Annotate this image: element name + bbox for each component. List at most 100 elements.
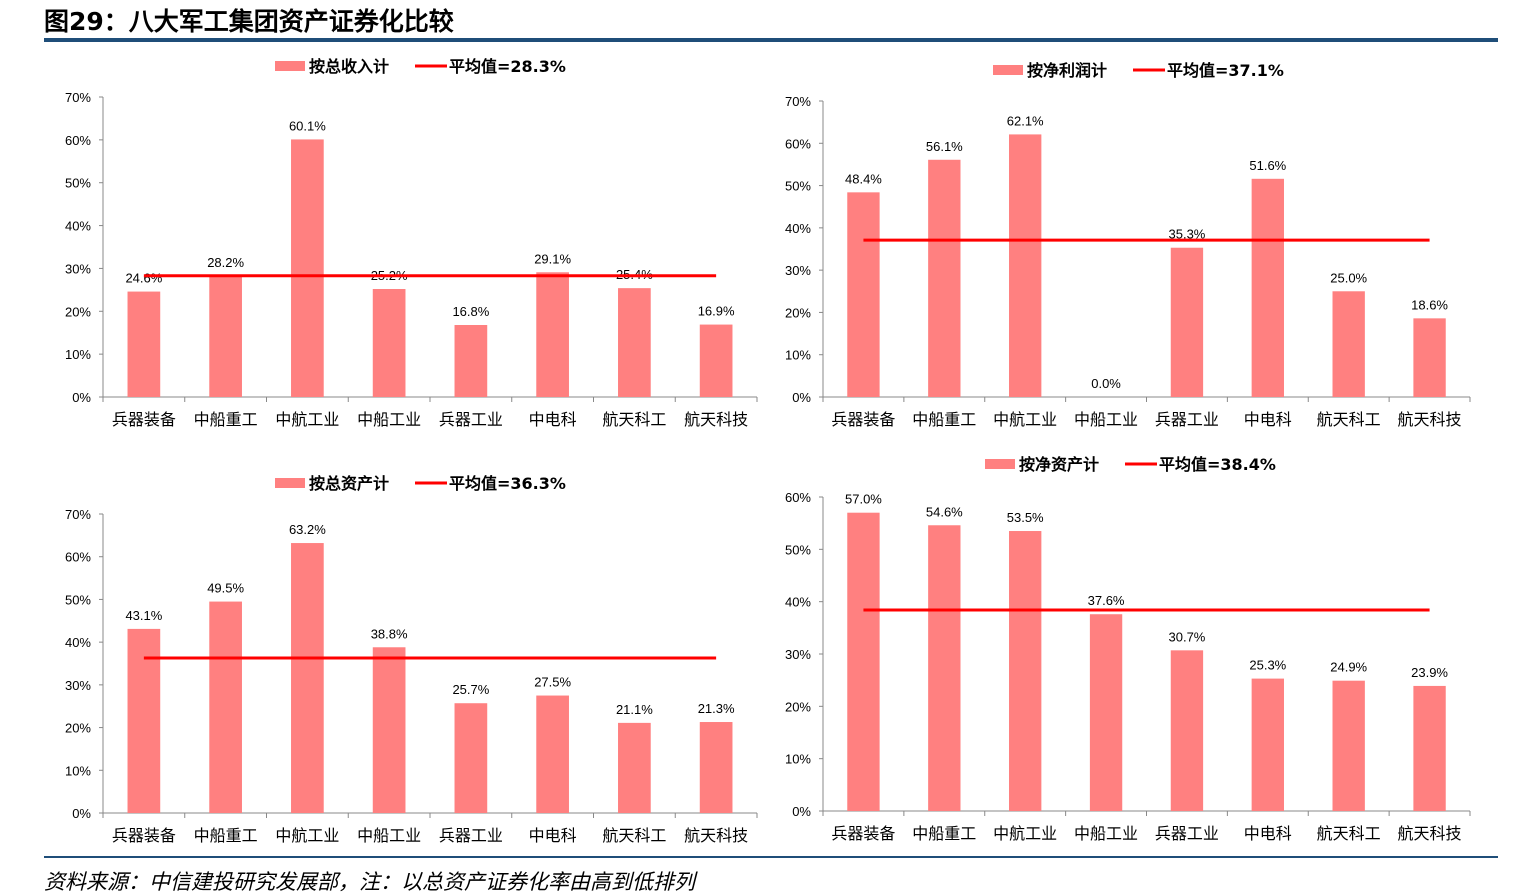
x-category-label: 中船工业 bbox=[357, 826, 421, 845]
legend-bar-label: 按净资产计 bbox=[1019, 455, 1099, 474]
y-tick-label: 50% bbox=[65, 176, 91, 191]
y-tick-label: 50% bbox=[785, 542, 811, 557]
bar bbox=[1332, 291, 1365, 397]
y-tick-label: 70% bbox=[65, 507, 91, 522]
bar bbox=[291, 543, 324, 813]
legend-line-label: 平均值=37.1% bbox=[1167, 61, 1284, 80]
x-category-label: 航天科工 bbox=[1317, 824, 1381, 843]
bar bbox=[536, 272, 569, 397]
y-tick-label: 10% bbox=[785, 752, 811, 767]
y-tick-label: 0% bbox=[792, 390, 811, 405]
x-category-label: 兵器工业 bbox=[1155, 410, 1219, 429]
y-tick-label: 20% bbox=[785, 305, 811, 320]
bar bbox=[1009, 134, 1042, 398]
x-category-label: 中船工业 bbox=[1074, 824, 1138, 843]
x-category-label: 中电科 bbox=[1244, 824, 1292, 843]
y-tick-label: 60% bbox=[785, 490, 811, 505]
x-category-label: 兵器工业 bbox=[439, 826, 503, 845]
data-label: 27.5% bbox=[534, 675, 571, 690]
x-category-label: 兵器工业 bbox=[439, 410, 503, 429]
y-tick-label: 20% bbox=[65, 721, 91, 736]
x-category-label: 中航工业 bbox=[993, 824, 1057, 843]
legend-line-label: 平均值=38.4% bbox=[1159, 455, 1276, 474]
bar bbox=[454, 325, 488, 397]
bar bbox=[1170, 650, 1204, 811]
bar bbox=[847, 512, 880, 811]
chart-1: 0% 10% 20% 30% 40% 50% 60% 70% 兵器装备 24.6% 中船重工 28.2… bbox=[65, 57, 758, 429]
bar bbox=[928, 159, 961, 397]
y-tick-label: 40% bbox=[65, 635, 91, 650]
x-category-label: 兵器装备 bbox=[112, 410, 176, 429]
x-category-label: 兵器工业 bbox=[1155, 824, 1219, 843]
bar bbox=[372, 289, 406, 397]
data-label: 43.1% bbox=[125, 608, 162, 623]
y-tick-label: 50% bbox=[785, 179, 811, 194]
data-label: 25.0% bbox=[1330, 270, 1367, 285]
bar bbox=[1089, 614, 1123, 811]
x-category-label: 中船重工 bbox=[194, 826, 258, 845]
legend-bar-swatch bbox=[275, 61, 305, 71]
y-tick-label: 60% bbox=[65, 550, 91, 565]
data-label: 51.6% bbox=[1249, 158, 1286, 173]
x-category-label: 航天科工 bbox=[1317, 410, 1381, 429]
legend-bar-swatch bbox=[985, 459, 1015, 469]
data-label: 35.3% bbox=[1169, 227, 1206, 242]
y-tick-label: 30% bbox=[65, 261, 91, 276]
data-label: 25.7% bbox=[452, 682, 489, 697]
x-category-label: 中航工业 bbox=[993, 410, 1057, 429]
data-label: 63.2% bbox=[289, 522, 326, 537]
bar bbox=[847, 192, 880, 397]
legend-bar-label: 按净利润计 bbox=[1027, 61, 1107, 80]
bar bbox=[1332, 680, 1365, 811]
data-label: 37.6% bbox=[1088, 593, 1125, 608]
y-tick-label: 10% bbox=[785, 348, 811, 363]
y-tick-label: 60% bbox=[65, 133, 91, 148]
chart-2: 0% 10% 20% 30% 40% 50% 60% 70% 兵器装备 48.4% 中船重工 56.1… bbox=[785, 61, 1471, 429]
bar bbox=[1009, 531, 1042, 811]
data-label: 62.1% bbox=[1007, 113, 1044, 128]
bar bbox=[928, 525, 961, 811]
y-tick-label: 70% bbox=[65, 90, 91, 105]
legend-bar-swatch bbox=[993, 65, 1023, 75]
y-tick-label: 60% bbox=[785, 136, 811, 151]
y-tick-label: 0% bbox=[72, 390, 91, 405]
data-label: 56.1% bbox=[926, 139, 963, 154]
bar bbox=[1251, 678, 1284, 811]
y-tick-label: 40% bbox=[785, 595, 811, 610]
x-category-label: 兵器装备 bbox=[831, 824, 895, 843]
legend-line-label: 平均值=36.3% bbox=[449, 474, 566, 493]
legend-bar-label: 按总收入计 bbox=[309, 57, 389, 76]
data-label: 48.4% bbox=[845, 171, 882, 186]
data-label: 24.9% bbox=[1330, 660, 1367, 675]
y-tick-label: 40% bbox=[65, 219, 91, 234]
data-label: 60.1% bbox=[289, 118, 326, 133]
legend-bar-label: 按总资产计 bbox=[309, 474, 389, 493]
bar bbox=[291, 139, 324, 397]
y-tick-label: 10% bbox=[65, 347, 91, 362]
y-tick-label: 20% bbox=[65, 304, 91, 319]
y-tick-label: 30% bbox=[785, 647, 811, 662]
bar bbox=[372, 647, 406, 813]
bar bbox=[127, 628, 161, 813]
x-category-label: 航天科技 bbox=[1398, 824, 1462, 843]
data-label: 16.9% bbox=[698, 304, 735, 319]
bar bbox=[618, 722, 651, 813]
x-category-label: 航天科技 bbox=[684, 826, 748, 845]
bar bbox=[699, 722, 733, 813]
x-category-label: 中航工业 bbox=[275, 410, 339, 429]
data-label: 29.1% bbox=[534, 251, 571, 266]
y-tick-label: 20% bbox=[785, 699, 811, 714]
x-category-label: 中船工业 bbox=[357, 410, 421, 429]
x-category-label: 中船重工 bbox=[912, 824, 976, 843]
chart-4: 0% 10% 20% 30% 40% 50% 60% 兵器装备 57.0% 中船重工 54.6% 中航… bbox=[785, 455, 1471, 843]
x-category-label: 兵器装备 bbox=[112, 826, 176, 845]
legend-line-label: 平均值=28.3% bbox=[449, 57, 566, 76]
x-category-label: 中船重工 bbox=[194, 410, 258, 429]
x-category-label: 中电科 bbox=[529, 826, 577, 845]
bar bbox=[209, 601, 242, 813]
chart-3: 0% 10% 20% 30% 40% 50% 60% 70% 兵器装备 43.1% 中船重工 49.5… bbox=[65, 474, 758, 845]
bar bbox=[127, 291, 161, 397]
data-label: 28.2% bbox=[207, 255, 244, 270]
x-category-label: 中船工业 bbox=[1074, 410, 1138, 429]
x-category-label: 中电科 bbox=[1244, 410, 1292, 429]
